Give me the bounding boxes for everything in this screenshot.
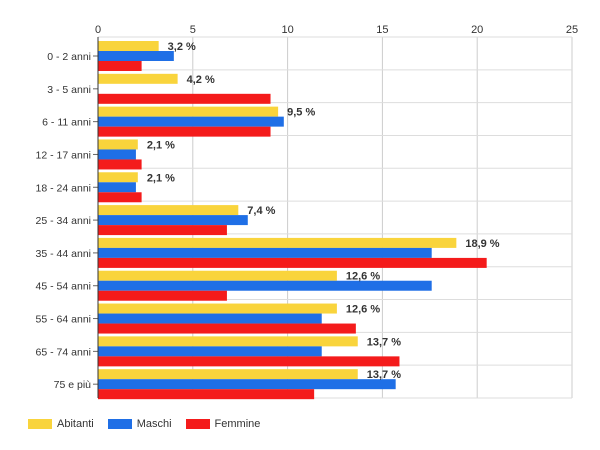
data-label: 13,7 % bbox=[367, 369, 401, 381]
y-tick-label: 0 - 2 anni bbox=[47, 51, 91, 63]
bar-maschi bbox=[98, 379, 396, 390]
data-label: 9,5 % bbox=[287, 107, 315, 119]
bar-abitanti bbox=[98, 106, 279, 117]
bar-abitanti bbox=[98, 336, 358, 347]
bar-abitanti bbox=[98, 139, 138, 150]
bar-abitanti bbox=[98, 270, 337, 281]
data-label: 13,7 % bbox=[367, 336, 401, 348]
x-tick-label: 5 bbox=[190, 24, 196, 36]
data-label: 3,2 % bbox=[168, 41, 196, 53]
bar-maschi bbox=[98, 116, 284, 127]
legend-swatch bbox=[185, 419, 210, 429]
bar-femmine bbox=[98, 323, 356, 334]
bar-maschi bbox=[98, 346, 322, 357]
bar-maschi bbox=[98, 51, 174, 61]
y-tick-label: 65 - 74 anni bbox=[36, 346, 91, 358]
legend-item-femmine: Femmine bbox=[185, 418, 261, 430]
x-tick-label: 25 bbox=[566, 24, 578, 36]
bar-maschi bbox=[98, 280, 432, 291]
y-tick-label: 3 - 5 anni bbox=[47, 84, 91, 96]
bar-femmine bbox=[98, 159, 142, 170]
legend-swatch bbox=[107, 419, 132, 429]
data-label: 7,4 % bbox=[247, 205, 275, 217]
x-tick-label: 20 bbox=[471, 24, 483, 36]
bar-femmine bbox=[98, 389, 315, 400]
bar-abitanti bbox=[98, 369, 358, 380]
legend-label: Maschi bbox=[136, 418, 172, 430]
legend-label: Femmine bbox=[214, 418, 261, 430]
bar-maschi bbox=[98, 313, 322, 324]
y-tick-label: 12 - 17 anni bbox=[36, 149, 91, 161]
data-label: 2,1 % bbox=[147, 139, 175, 151]
bar-femmine bbox=[98, 356, 400, 367]
bar-femmine bbox=[98, 225, 227, 236]
bar-abitanti bbox=[98, 303, 337, 314]
bar-femmine bbox=[98, 192, 142, 203]
y-tick-label: 18 - 24 anni bbox=[36, 182, 91, 194]
y-tick-label: 45 - 54 anni bbox=[36, 281, 91, 293]
x-tick-label: 10 bbox=[281, 24, 293, 36]
legend-swatch bbox=[28, 419, 52, 429]
y-tick-label: 75 e più bbox=[54, 379, 92, 391]
x-tick-label: 0 bbox=[95, 24, 101, 36]
bar-maschi bbox=[98, 149, 136, 160]
bar-femmine bbox=[98, 126, 271, 137]
x-tick-label: 15 bbox=[376, 24, 388, 36]
bar-abitanti bbox=[98, 205, 239, 216]
data-label: 4,2 % bbox=[187, 74, 215, 86]
bar-abitanti bbox=[98, 172, 138, 183]
bar-femmine bbox=[98, 290, 227, 301]
y-tick-label: 6 - 11 anni bbox=[42, 117, 91, 129]
bar-femmine bbox=[98, 61, 142, 71]
bar-femmine bbox=[98, 93, 271, 104]
legend: Abitanti Maschi Femmine bbox=[28, 418, 260, 430]
bar-maschi bbox=[98, 247, 432, 258]
y-tick-label: 55 - 64 anni bbox=[36, 314, 91, 326]
bar-femmine bbox=[98, 257, 487, 268]
data-label: 2,1 % bbox=[147, 172, 175, 184]
legend-label: Abitanti bbox=[57, 418, 94, 430]
y-tick-label: 35 - 44 anni bbox=[36, 248, 91, 260]
bar-abitanti bbox=[98, 73, 178, 84]
legend-item-abitanti: Abitanti bbox=[28, 418, 94, 430]
bar-maschi bbox=[98, 182, 136, 193]
data-label: 12,6 % bbox=[346, 304, 380, 316]
bar-maschi bbox=[98, 215, 248, 226]
data-label: 18,9 % bbox=[465, 238, 499, 250]
bar-abitanti bbox=[98, 41, 159, 51]
data-label: 12,6 % bbox=[346, 271, 380, 283]
legend-item-maschi: Maschi bbox=[107, 418, 172, 430]
y-tick-label: 25 - 34 anni bbox=[36, 215, 91, 227]
bar-abitanti bbox=[98, 237, 457, 248]
